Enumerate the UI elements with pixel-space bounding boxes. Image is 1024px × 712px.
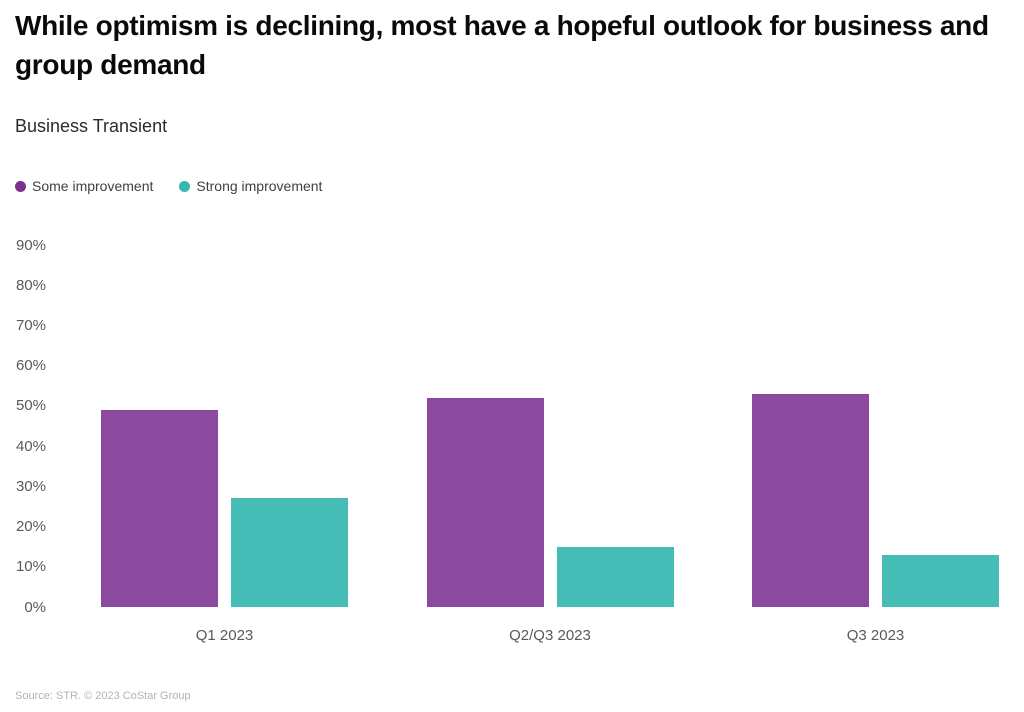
chart-title: While optimism is declining, most have a…: [15, 10, 989, 80]
legend-item: Some improvement: [15, 178, 153, 194]
x-axis-category-label: Q3 2023: [846, 627, 905, 644]
bar-some-improvement: [101, 409, 218, 607]
y-axis-tick-label: 0%: [24, 598, 46, 616]
y-axis-tick-label: 40%: [15, 437, 46, 455]
bar-strong-improvement: [882, 554, 999, 607]
bar-group: Q1 2023: [101, 245, 348, 644]
y-axis-tick-label: 10%: [15, 558, 46, 576]
x-axis-category-label: Q1 2023: [195, 627, 254, 644]
bar-some-improvement: [426, 397, 544, 607]
bar-some-improvement: [752, 393, 869, 607]
legend-item-label: Some improvement: [32, 178, 154, 194]
y-axis-tick-label: 70%: [15, 316, 46, 334]
bar-strong-improvement: [556, 546, 674, 607]
source-note: Source: STR. © 2023 CoStar Group: [15, 690, 191, 702]
bar-group: Q2/Q3 2023: [426, 245, 674, 644]
legend-swatch-icon: [15, 180, 26, 192]
y-axis-tick-label: 60%: [15, 357, 46, 375]
x-axis-category-label: Q2/Q3 2023: [509, 627, 591, 644]
y-axis-tick-label: 50%: [15, 397, 46, 415]
plot-area: Q1 2023 Q2/Q3 2023 Q3 2023: [101, 245, 999, 644]
bar-pair: [426, 245, 674, 607]
legend-item: Strong improvement: [179, 178, 322, 194]
legend: Some improvement Strong improvement: [15, 178, 322, 194]
bar-pair: [752, 245, 999, 607]
bar-group: Q3 2023: [752, 245, 999, 644]
y-axis-tick-label: 20%: [15, 518, 46, 536]
legend-item-label: Strong improvement: [196, 178, 323, 194]
legend-swatch-icon: [179, 180, 191, 192]
y-axis-tick-label: 30%: [15, 477, 46, 495]
y-axis-tick-label: 90%: [15, 236, 46, 254]
bar-strong-improvement: [231, 498, 348, 607]
y-axis-tick-label: 80%: [15, 276, 46, 294]
bar-pair: [101, 245, 348, 607]
chart-subtitle: Business Transient: [15, 116, 168, 136]
